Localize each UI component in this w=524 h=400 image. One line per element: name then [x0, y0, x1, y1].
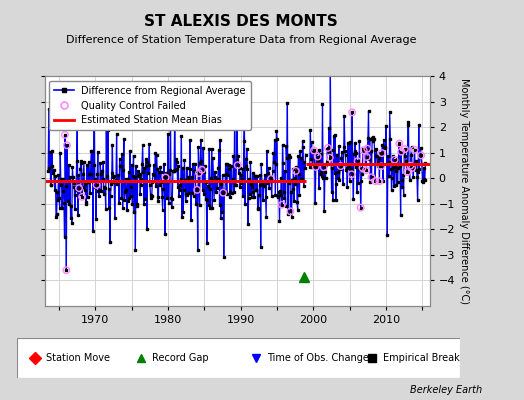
Point [312, 164, 320, 170]
Point [61, 132, 69, 138]
Point [356, 204, 365, 211]
Point [363, 146, 372, 152]
Point [198, 166, 206, 173]
Text: Record Gap: Record Gap [152, 353, 209, 363]
Point [367, 174, 376, 180]
Point [219, 190, 227, 196]
Point [75, 185, 83, 191]
Point [353, 158, 362, 164]
Point [195, 170, 203, 176]
Point [63, 142, 71, 148]
Text: ST ALEXIS DES MONTS: ST ALEXIS DES MONTS [144, 14, 338, 29]
Point [324, 145, 332, 151]
Point [267, 176, 275, 182]
Point [325, 154, 334, 161]
Point [62, 267, 71, 274]
Point [78, 194, 86, 200]
Point [378, 150, 386, 156]
Text: Time of Obs. Change: Time of Obs. Change [267, 353, 369, 363]
Point [193, 187, 201, 193]
Point [102, 119, 111, 125]
Point [395, 140, 403, 147]
Point [336, 163, 345, 169]
Y-axis label: Monthly Temperature Anomaly Difference (°C): Monthly Temperature Anomaly Difference (… [459, 78, 469, 304]
Point [377, 163, 386, 170]
Point [310, 147, 318, 154]
Point [390, 156, 399, 163]
Point [406, 162, 414, 169]
Point [410, 146, 419, 153]
Point [408, 165, 416, 171]
Point [403, 169, 411, 176]
Point [359, 147, 368, 154]
Point [417, 152, 425, 158]
Point [397, 148, 406, 155]
Point [401, 146, 409, 152]
FancyBboxPatch shape [17, 338, 460, 378]
Text: Empirical Break: Empirical Break [383, 353, 460, 363]
Text: Berkeley Earth: Berkeley Earth [410, 385, 482, 395]
Text: Difference of Station Temperature Data from Regional Average: Difference of Station Temperature Data f… [66, 35, 416, 45]
Point [348, 109, 356, 116]
Point [375, 178, 384, 184]
Point [292, 168, 300, 174]
Text: Station Move: Station Move [46, 353, 110, 363]
Point [286, 208, 294, 214]
Point [313, 153, 322, 160]
Point [363, 154, 371, 160]
Point [371, 178, 379, 184]
Point [278, 202, 286, 208]
Point [320, 164, 328, 170]
Point [347, 171, 356, 178]
Point [161, 174, 170, 181]
Point [92, 182, 101, 188]
Point [234, 162, 242, 168]
Legend: Difference from Regional Average, Quality Control Failed, Estimated Station Mean: Difference from Regional Average, Qualit… [49, 81, 251, 130]
Point [358, 165, 367, 171]
Point [362, 167, 370, 173]
